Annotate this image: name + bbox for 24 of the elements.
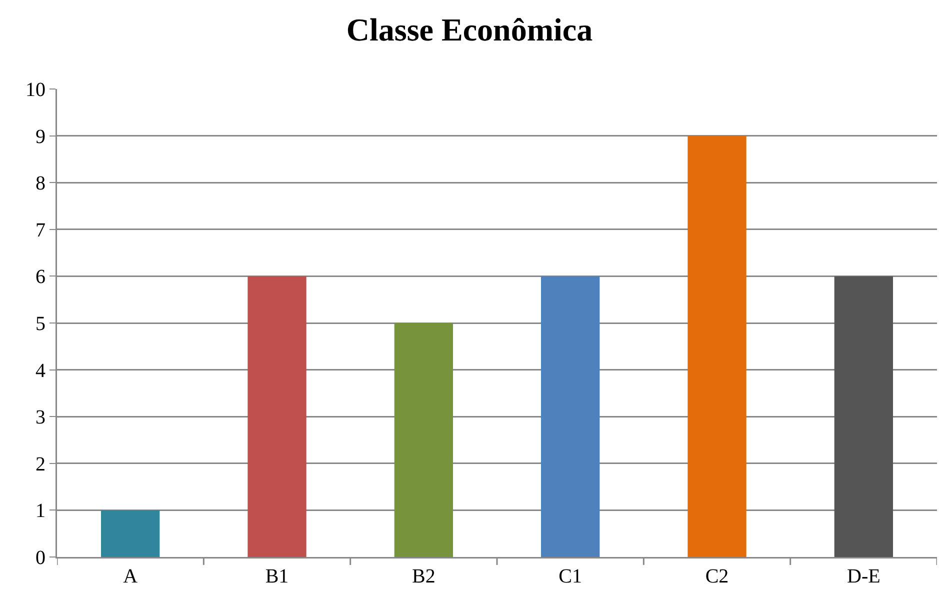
y-tick-label: 8 bbox=[36, 172, 46, 195]
x-tick-label: D-E bbox=[847, 566, 880, 588]
bar bbox=[834, 276, 893, 557]
y-tick-label: 2 bbox=[36, 453, 46, 476]
y-tick-label: 6 bbox=[36, 266, 46, 288]
y-tick-label: 0 bbox=[36, 547, 46, 569]
y-tick-label: 7 bbox=[36, 219, 46, 242]
y-tick-label: 4 bbox=[36, 360, 46, 382]
x-tick-label: C2 bbox=[705, 566, 729, 588]
bar bbox=[541, 276, 600, 557]
bar bbox=[394, 323, 453, 557]
bar bbox=[248, 276, 306, 557]
x-tick-label: C1 bbox=[558, 566, 582, 588]
bar bbox=[101, 510, 160, 557]
bar bbox=[688, 136, 746, 557]
x-tick-label: B2 bbox=[412, 566, 436, 588]
y-tick-label: 9 bbox=[36, 126, 46, 148]
y-tick-label: 10 bbox=[26, 79, 46, 101]
x-tick-label: B1 bbox=[265, 566, 289, 588]
y-tick-label: 1 bbox=[36, 500, 46, 522]
y-tick-label: 5 bbox=[36, 313, 46, 335]
chart-title: Classe Econômica bbox=[346, 11, 593, 48]
y-tick-label: 3 bbox=[36, 406, 46, 429]
x-tick-label: A bbox=[123, 566, 138, 588]
